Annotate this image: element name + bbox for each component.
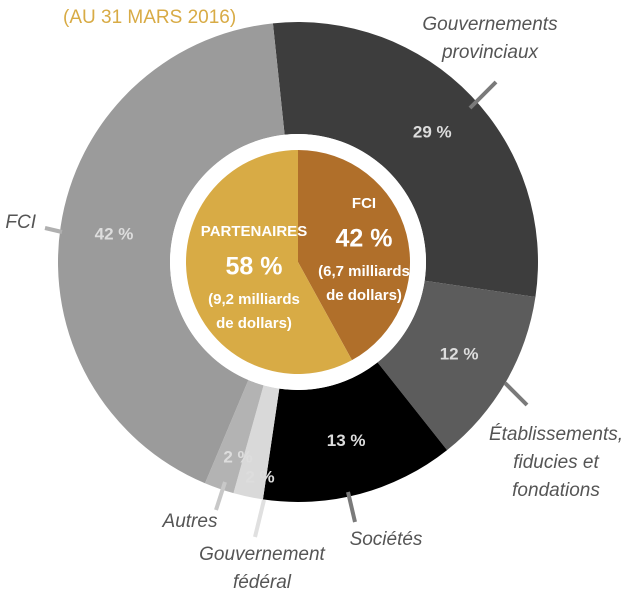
inner-amount: (9,2 milliards de dollars) <box>208 291 300 332</box>
value-label: 13 % <box>327 431 366 450</box>
donut-segment <box>57 23 285 484</box>
category-label: FCI <box>5 212 36 233</box>
value-label: 2 % <box>223 447 252 466</box>
inner-segment <box>298 150 411 361</box>
donut-segment <box>262 362 448 502</box>
inner-value-label: 42 % <box>336 225 393 253</box>
category-label: Gouvernement fédéral <box>199 544 325 593</box>
category-label: Autres <box>162 511 218 532</box>
category-label: Établissements, fiducies et fondations <box>489 424 623 501</box>
category-label: Sociétés <box>350 529 423 550</box>
donut-segment <box>272 21 538 298</box>
chart-subtitle: (AU 31 MARS 2016) <box>63 7 236 28</box>
inner-value-label: 58 % <box>226 253 283 281</box>
donut-segment <box>233 385 280 500</box>
leader-line <box>346 491 357 523</box>
value-label: 29 % <box>413 123 452 142</box>
value-label: 12 % <box>440 344 479 363</box>
leader-line <box>503 381 529 407</box>
leader-line <box>44 226 63 234</box>
inner-category: FCI <box>352 195 376 212</box>
leader-line <box>468 80 498 110</box>
inner-amount: (6,7 milliards de dollars) <box>318 263 410 304</box>
inner-category: PARTENAIRES <box>201 223 307 240</box>
value-label: 42 % <box>95 224 134 243</box>
category-label: Gouvernements provinciaux <box>422 14 558 63</box>
inner-segment <box>186 150 352 374</box>
value-label: 2 % <box>245 467 274 486</box>
donut-segment <box>204 379 264 494</box>
leader-line <box>253 499 266 538</box>
leader-line <box>214 481 227 511</box>
donut-segment <box>377 280 536 451</box>
